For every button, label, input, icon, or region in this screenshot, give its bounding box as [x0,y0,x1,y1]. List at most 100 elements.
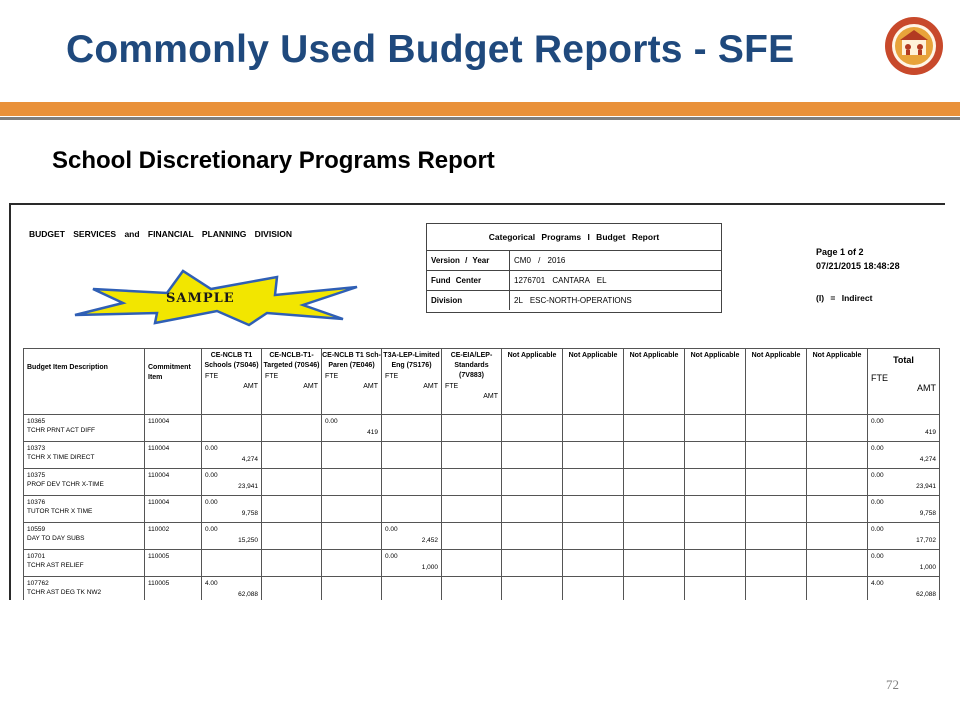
header-value: CM0 / 2016 [514,256,566,265]
slide-title: Commonly Used Budget Reports - SFE [66,28,795,71]
budget-item-description: DAY TO DAY SUBS [27,535,85,542]
amount-value: 17,702 [916,537,936,544]
empty-cell [441,468,502,496]
report-screenshot: BUDGET SERVICES and FINANCIAL PLANNING D… [9,203,945,600]
fte-value: 0.00 [871,526,884,533]
column-header-fund: CE-NCLB T1 Sch-Paren (7E046) FTE AMT [321,348,382,415]
empty-cell [806,414,868,442]
indirect-note: (I) = Indirect [816,293,873,303]
empty-cell [562,576,624,600]
table-header-row: Budget Item Description Commitment Item … [23,348,940,415]
empty-cell [501,414,563,442]
fund-name: CE-EIA/LEP- Standards (7V883) [450,352,493,379]
header-row-version: Version / Year CM0 / 2016 [427,251,721,271]
column-header-total: Total FTE AMT [867,348,940,415]
fund-cell: 0.00 9,758 [201,495,262,523]
budget-item-description: PROF DEV TCHR X-TIME [27,481,104,488]
commitment-item-code: 110004 [148,418,170,425]
commitment-item-code: 110005 [148,553,170,560]
empty-cell [501,495,563,523]
column-header-commitment-item: Commitment Item [144,348,202,415]
budget-item-code: 10701 [27,553,46,560]
empty-cell [623,495,685,523]
empty-cell [562,522,624,550]
empty-cell [261,414,322,442]
column-header-fund: CE-EIA/LEP- Standards (7V883) FTE AMT [441,348,502,415]
budget-item-code: 10559 [27,526,46,533]
budget-item-cell: 10701 TCHR AST RELIEF [23,549,145,577]
amount-value: 9,758 [919,510,936,517]
amount-value: 23,941 [916,483,936,490]
commitment-item-cell: 110004 [144,414,202,442]
fund-cell [381,495,442,523]
total-cell: 0.00 23,941 [867,468,940,496]
fund-cell [321,441,382,469]
fund-name: CE-NCLB T1 Schools (7S046) [204,352,259,369]
amt-label: AMT [423,383,438,390]
amount-value [382,499,441,503]
empty-cell [684,495,746,523]
commitment-item-cell: 110005 [144,549,202,577]
empty-cell [501,576,563,600]
commitment-item-code: 110005 [148,580,170,587]
total-cell: 0.00 17,702 [867,522,940,550]
fund-cell [381,468,442,496]
budget-item-code: 10365 [27,418,46,425]
fte-value: 0.00 [871,418,884,425]
budget-item-description: TCHR AST RELIEF [27,562,84,569]
fte-value: 0.00 [871,553,884,560]
empty-cell [562,468,624,496]
amount-value: 4,274 [919,456,936,463]
amount-value [202,418,261,422]
empty-cell [623,549,685,577]
fund-cell [321,549,382,577]
empty-cell [623,414,685,442]
column-header-not-applicable: Not Applicable [806,348,868,415]
empty-cell [562,495,624,523]
table-row: 10559 DAY TO DAY SUBS 110002 0.00 15,250 0.00… [23,522,940,550]
amount-value [382,580,441,584]
amount-value: 4,274 [241,456,258,463]
amount-value: 1,000 [421,564,438,571]
column-header-fund: CE-NCLB-T1- Targeted (70S46) FTE AMT [261,348,322,415]
column-header-not-applicable: Not Applicable [501,348,563,415]
empty-cell [261,522,322,550]
budget-item-code: 10373 [27,445,46,452]
amount-value: 1,000 [919,564,936,571]
fte-value: 0.00 [385,526,398,533]
report-header-caption: Categorical Programs I Budget Report [427,224,721,251]
empty-cell [441,522,502,550]
report-datetime: 07/21/2015 18:48:28 [816,261,900,271]
empty-cell [623,576,685,600]
total-cell: 0.00 9,758 [867,495,940,523]
fte-label: FTE [445,383,459,390]
empty-cell [441,495,502,523]
fte-label: FTE [265,373,279,380]
report-section-title: School Discretionary Programs Report [52,147,495,174]
budget-item-code: 107762 [27,580,49,587]
fund-cell [201,549,262,577]
amount-value: 15,250 [238,537,258,544]
amount-value [382,445,441,449]
empty-cell [441,441,502,469]
fund-name: CE-NCLB-T1- Targeted (70S46) [263,352,320,369]
sample-starburst-icon [74,269,358,327]
empty-cell [261,495,322,523]
fund-cell [321,522,382,550]
fund-cell: 0.00 2,452 [381,522,442,550]
empty-cell [501,522,563,550]
amount-value: 62,088 [238,591,258,598]
column-header-not-applicable: Not Applicable [623,348,685,415]
fund-cell [201,414,262,442]
fund-cell [381,576,442,600]
amount-value: 419 [925,429,936,436]
amount-value [202,553,261,557]
empty-cell [441,414,502,442]
empty-cell [806,468,868,496]
amount-value [322,472,381,476]
title-divider-orange [0,102,960,116]
fte-value: 0.00 [205,472,218,479]
fund-name: T3A-LEP-Limited Eng (7S176) [383,352,440,369]
budget-item-description: TUTOR TCHR X TIME [27,508,93,515]
commitment-item-code: 110004 [148,499,170,506]
